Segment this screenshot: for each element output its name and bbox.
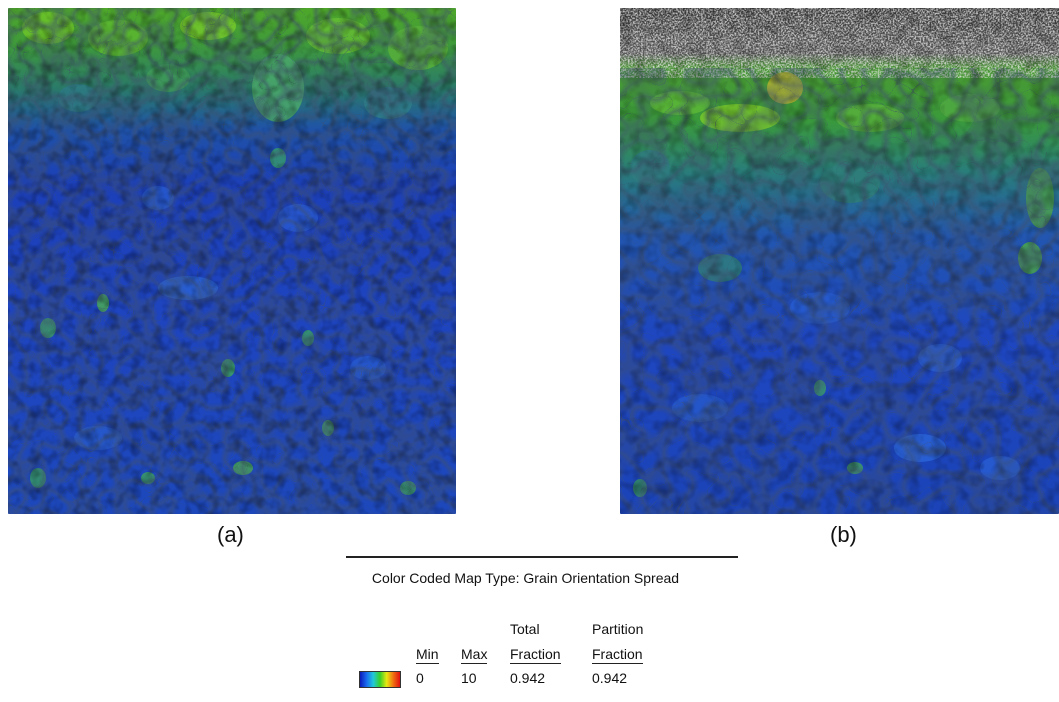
value-total-fraction: 0.942 <box>510 670 546 686</box>
header-max: Max <box>461 646 488 664</box>
header-partition-line2: Fraction <box>592 646 643 664</box>
header-total-line1: Total <box>510 621 540 637</box>
ebsd-map-b <box>620 8 1059 514</box>
legend-divider <box>346 556 738 558</box>
value-min: 0 <box>416 670 424 686</box>
value-max: 10 <box>461 670 477 686</box>
header-total-line2: Fraction <box>510 646 561 664</box>
caption-b: (b) <box>830 522 857 547</box>
legend-title: Color Coded Map Type: Grain Orientation … <box>371 570 680 586</box>
header-partition-line1: Partition <box>592 621 644 637</box>
colorbar-swatch <box>359 671 401 688</box>
header-min: Min <box>416 646 439 664</box>
ebsd-map-b-image <box>620 8 1059 514</box>
ebsd-map-a-image <box>8 8 456 514</box>
caption-a: (a) <box>217 522 244 547</box>
ebsd-map-a <box>8 8 456 514</box>
value-partition-fraction: 0.942 <box>592 670 628 686</box>
